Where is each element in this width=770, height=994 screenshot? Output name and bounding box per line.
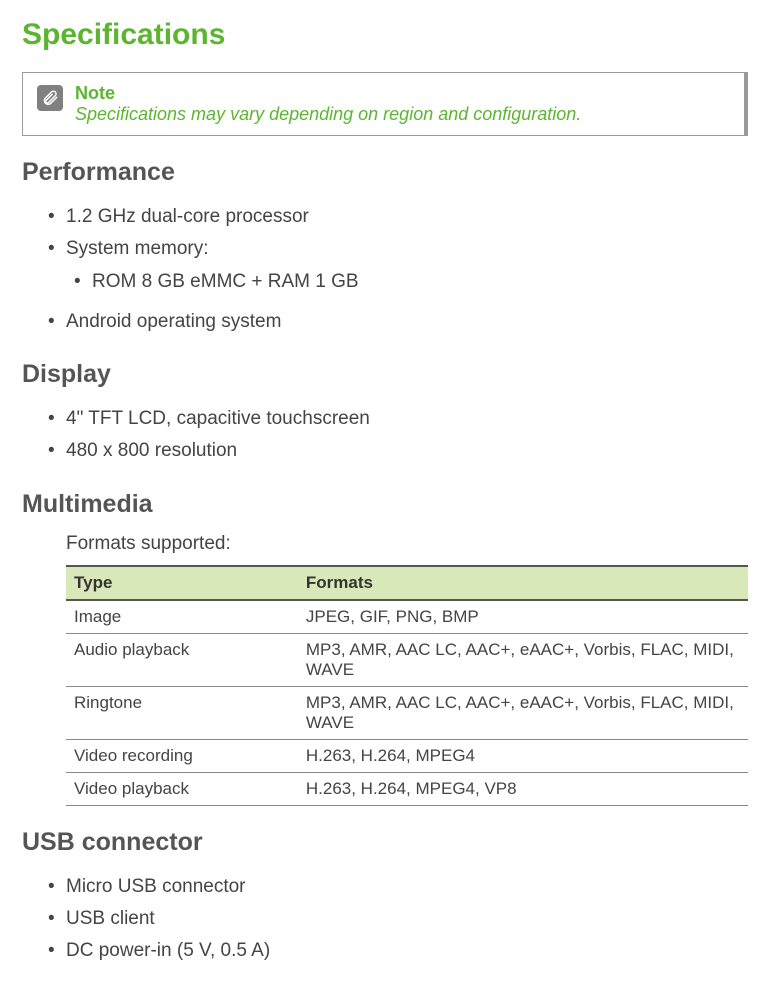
list-item: DC power-in (5 V, 0.5 A) xyxy=(66,935,748,967)
table-cell: MP3, AMR, AAC LC, AAC+, eAAC+, Vorbis, F… xyxy=(298,686,748,739)
table-cell: Ringtone xyxy=(66,686,298,739)
formats-table: Type Formats Image JPEG, GIF, PNG, BMP A… xyxy=(66,565,748,806)
list-item: 480 x 800 resolution xyxy=(66,435,748,467)
table-cell: Image xyxy=(66,600,298,634)
list-item: ROM 8 GB eMMC + RAM 1 GB xyxy=(92,266,748,298)
table-row: Ringtone MP3, AMR, AAC LC, AAC+, eAAC+, … xyxy=(66,686,748,739)
table-row: Audio playback MP3, AMR, AAC LC, AAC+, e… xyxy=(66,633,748,686)
list-item: System memory: ROM 8 GB eMMC + RAM 1 GB xyxy=(66,233,748,298)
list-item-label: System memory: xyxy=(66,238,209,259)
table-cell: JPEG, GIF, PNG, BMP xyxy=(298,600,748,634)
list-item: 1.2 GHz dual-core processor xyxy=(66,201,748,233)
table-header-row: Type Formats xyxy=(66,566,748,600)
paperclip-icon xyxy=(37,85,63,111)
table-cell: H.263, H.264, MPEG4, VP8 xyxy=(298,772,748,805)
display-heading: Display xyxy=(22,360,748,389)
table-cell: Audio playback xyxy=(66,633,298,686)
list-item: Micro USB connector xyxy=(66,871,748,903)
table-row: Video recording H.263, H.264, MPEG4 xyxy=(66,739,748,772)
table-cell: Video playback xyxy=(66,772,298,805)
note-label: Note xyxy=(75,83,581,104)
performance-list: 1.2 GHz dual-core processor System memor… xyxy=(22,201,748,338)
memory-sublist: ROM 8 GB eMMC + RAM 1 GB xyxy=(66,266,748,298)
note-text: Note Specifications may vary depending o… xyxy=(75,83,581,125)
page-title: Specifications xyxy=(22,18,748,52)
multimedia-leadin: Formats supported: xyxy=(66,533,748,555)
multimedia-heading: Multimedia xyxy=(22,490,748,519)
usb-list: Micro USB connector USB client DC power-… xyxy=(22,871,748,968)
table-row: Image JPEG, GIF, PNG, BMP xyxy=(66,600,748,634)
table-cell: H.263, H.264, MPEG4 xyxy=(298,739,748,772)
note-body: Specifications may vary depending on reg… xyxy=(75,104,581,125)
list-item: Android operating system xyxy=(66,306,748,338)
table-row: Video playback H.263, H.264, MPEG4, VP8 xyxy=(66,772,748,805)
table-header: Formats xyxy=(298,566,748,600)
note-box: Note Specifications may vary depending o… xyxy=(22,72,748,136)
table-cell: MP3, AMR, AAC LC, AAC+, eAAC+, Vorbis, F… xyxy=(298,633,748,686)
table-cell: Video recording xyxy=(66,739,298,772)
list-item: USB client xyxy=(66,903,748,935)
display-list: 4" TFT LCD, capacitive touchscreen 480 x… xyxy=(22,403,748,468)
performance-heading: Performance xyxy=(22,158,748,187)
list-item: 4" TFT LCD, capacitive touchscreen xyxy=(66,403,748,435)
usb-heading: USB connector xyxy=(22,828,748,857)
table-header: Type xyxy=(66,566,298,600)
